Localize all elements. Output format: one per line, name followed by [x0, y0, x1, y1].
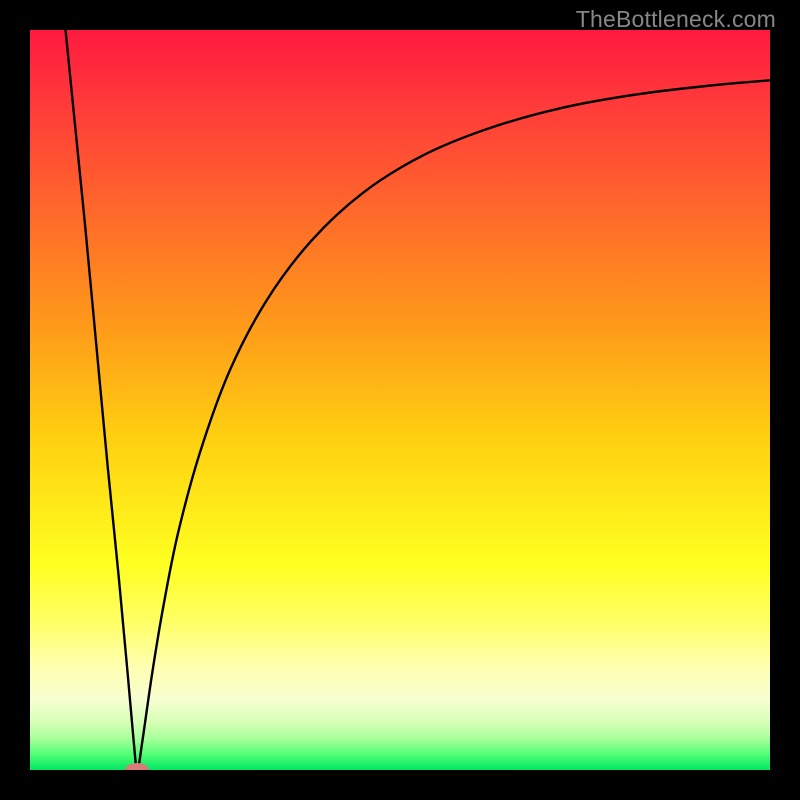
curve-layer — [30, 30, 770, 770]
bottleneck-curve — [66, 30, 770, 770]
watermark-text: TheBottleneck.com — [576, 6, 776, 33]
plot-area — [30, 30, 770, 770]
optimal-point-marker — [125, 763, 149, 770]
chart-stage: TheBottleneck.com — [0, 0, 800, 800]
